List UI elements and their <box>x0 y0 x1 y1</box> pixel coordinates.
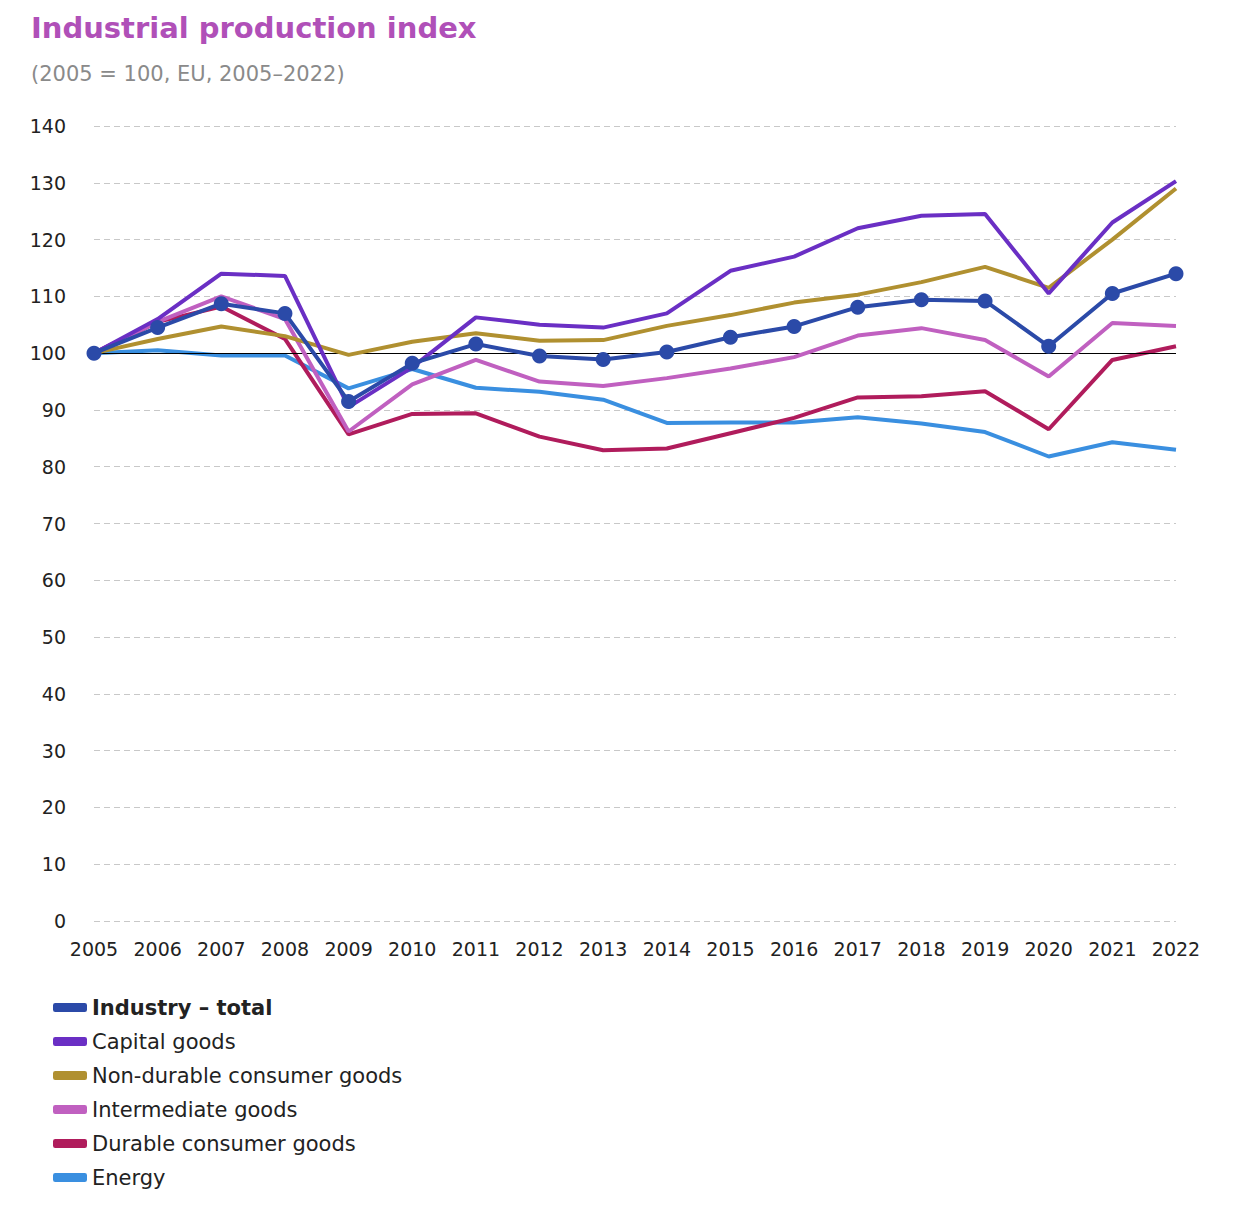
svg-text:2021: 2021 <box>1088 938 1136 960</box>
svg-text:2020: 2020 <box>1025 938 1073 960</box>
svg-text:2014: 2014 <box>643 938 691 960</box>
svg-text:2019: 2019 <box>961 938 1009 960</box>
svg-text:Intermediate goods: Intermediate goods <box>92 1098 297 1122</box>
svg-text:110: 110 <box>30 285 66 307</box>
svg-text:10: 10 <box>42 853 66 875</box>
svg-text:Durable consumer goods: Durable consumer goods <box>92 1132 356 1156</box>
svg-text:2005: 2005 <box>70 938 118 960</box>
svg-text:70: 70 <box>42 513 66 535</box>
svg-text:80: 80 <box>42 456 66 478</box>
svg-text:2017: 2017 <box>834 938 882 960</box>
svg-text:2010: 2010 <box>388 938 436 960</box>
svg-text:Energy: Energy <box>92 1166 166 1190</box>
svg-text:2012: 2012 <box>515 938 563 960</box>
svg-text:2008: 2008 <box>261 938 309 960</box>
svg-text:2009: 2009 <box>324 938 372 960</box>
svg-text:40: 40 <box>42 683 66 705</box>
svg-text:50: 50 <box>42 626 66 648</box>
svg-text:2016: 2016 <box>770 938 818 960</box>
svg-text:2013: 2013 <box>579 938 627 960</box>
svg-text:2022: 2022 <box>1152 938 1200 960</box>
svg-text:2015: 2015 <box>706 938 754 960</box>
svg-text:2006: 2006 <box>133 938 181 960</box>
svg-text:Industrial production index: Industrial production index <box>31 11 477 45</box>
svg-text:120: 120 <box>30 229 66 251</box>
svg-text:2018: 2018 <box>897 938 945 960</box>
svg-text:(2005 = 100, EU, 2005–2022): (2005 = 100, EU, 2005–2022) <box>31 62 345 86</box>
svg-text:Non-durable consumer goods: Non-durable consumer goods <box>92 1064 402 1088</box>
svg-text:30: 30 <box>42 740 66 762</box>
svg-text:90: 90 <box>42 399 66 421</box>
svg-text:60: 60 <box>42 569 66 591</box>
svg-text:Industry – total: Industry – total <box>92 996 272 1020</box>
svg-text:100: 100 <box>30 342 66 364</box>
svg-text:130: 130 <box>30 172 66 194</box>
svg-text:Capital goods: Capital goods <box>92 1030 236 1054</box>
svg-text:20: 20 <box>42 796 66 818</box>
svg-text:140: 140 <box>30 115 66 137</box>
svg-text:0: 0 <box>54 910 66 932</box>
svg-text:2011: 2011 <box>452 938 500 960</box>
svg-text:2007: 2007 <box>197 938 245 960</box>
